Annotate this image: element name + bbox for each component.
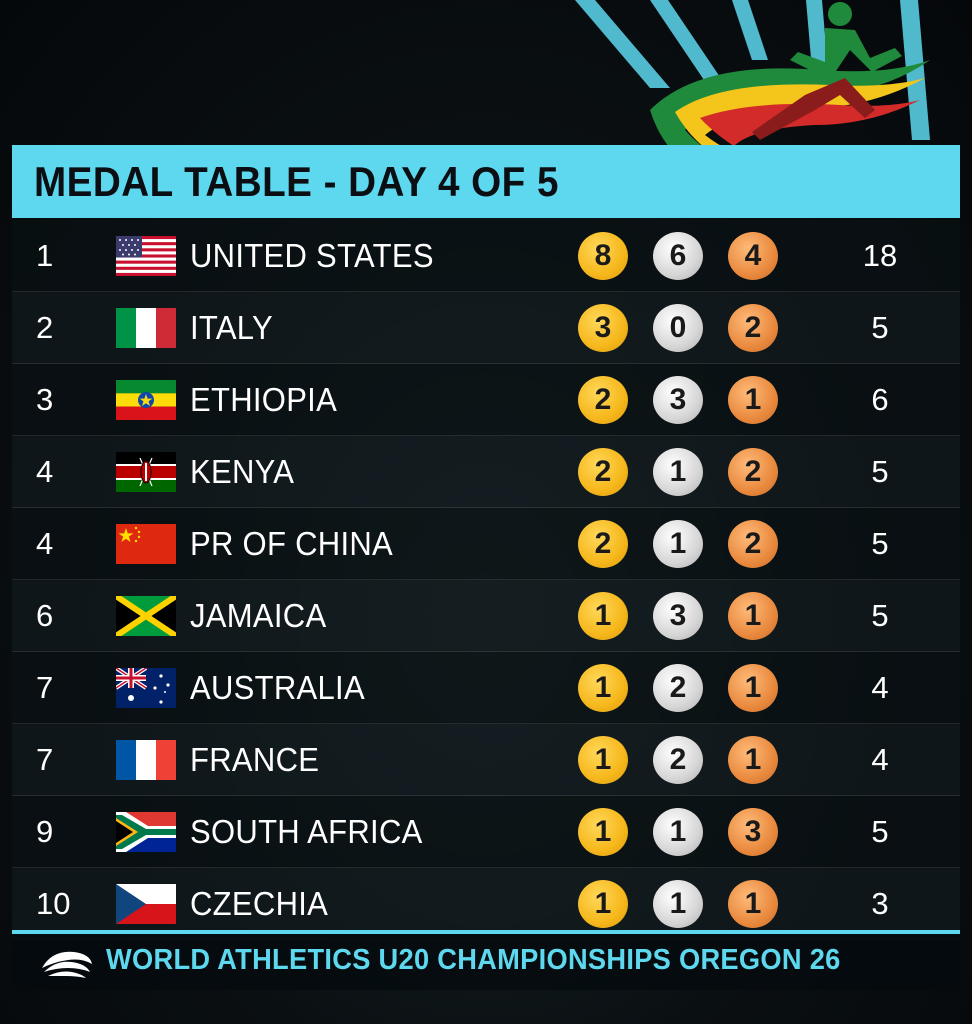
country-name: ETHIOPIA <box>190 381 338 418</box>
country-name: ITALY <box>190 309 274 346</box>
france-flag-icon <box>116 740 176 780</box>
gold-medal-count: 1 <box>578 808 628 856</box>
bronze-medal-count: 2 <box>728 520 778 568</box>
rank-cell: 3 <box>36 382 54 417</box>
gold-medal-count: 1 <box>578 880 628 928</box>
rank-cell: 6 <box>36 598 54 633</box>
table-row: 3 ETHIOPIA 2 3 1 6 <box>12 364 960 436</box>
rank-cell: 7 <box>36 670 54 705</box>
total-medal-count: 4 <box>871 742 889 777</box>
country-name: FRANCE <box>190 741 320 778</box>
silver-medal-count: 1 <box>653 448 703 496</box>
country-name: CZECHIA <box>190 885 329 922</box>
jamaica-flag-icon <box>116 596 176 636</box>
rank-cell: 7 <box>36 742 54 777</box>
country-name: PR OF CHINA <box>190 525 394 562</box>
total-medal-count: 5 <box>871 310 889 345</box>
total-medal-count: 4 <box>871 670 889 705</box>
table-row: 1 UNITED STATES 8 6 4 18 <box>12 220 960 292</box>
gold-medal-count: 2 <box>578 376 628 424</box>
total-medal-count: 18 <box>862 238 898 273</box>
australia-flag-icon <box>116 668 176 708</box>
italy-flag-icon <box>116 308 176 348</box>
gold-medal-count: 2 <box>578 448 628 496</box>
bronze-medal-count: 1 <box>728 880 778 928</box>
page-title: MEDAL TABLE - DAY 4 OF 5 <box>34 158 559 205</box>
table-row: 6 JAMAICA 1 3 1 5 <box>12 580 960 652</box>
rank-cell: 1 <box>36 238 54 273</box>
silver-medal-count: 0 <box>653 304 703 352</box>
bronze-medal-count: 2 <box>728 448 778 496</box>
bronze-medal-count: 1 <box>728 376 778 424</box>
silver-medal-count: 6 <box>653 232 703 280</box>
rank-cell: 9 <box>36 814 54 849</box>
country-name: JAMAICA <box>190 597 327 634</box>
total-medal-count: 5 <box>871 526 889 561</box>
bronze-medal-count: 2 <box>728 304 778 352</box>
table-row: 9 SOUTH AFRICA 1 1 3 5 <box>12 796 960 868</box>
silver-medal-count: 3 <box>653 592 703 640</box>
silver-medal-count: 1 <box>653 880 703 928</box>
rank-cell: 10 <box>36 886 71 921</box>
stadium-light-beams <box>575 0 930 140</box>
rank-cell: 4 <box>36 454 54 489</box>
gold-medal-count: 8 <box>578 232 628 280</box>
footer-bar <box>12 934 960 990</box>
header-bar <box>12 145 960 218</box>
gold-medal-count: 3 <box>578 304 628 352</box>
country-name: AUSTRALIA <box>190 669 365 706</box>
total-medal-count: 3 <box>871 886 889 921</box>
ethiopia-flag-icon <box>116 380 176 420</box>
footer-divider <box>12 930 960 934</box>
kenya-flag-icon <box>116 452 176 492</box>
usa-flag-icon <box>116 236 176 276</box>
table-row: 7 FRANCE 1 2 1 4 <box>12 724 960 796</box>
gold-medal-count: 1 <box>578 664 628 712</box>
gold-medal-count: 1 <box>578 736 628 784</box>
total-medal-count: 5 <box>871 598 889 633</box>
table-row: 7 AUSTRALIA 1 2 1 4 <box>12 652 960 724</box>
czechia-flag-icon <box>116 884 176 924</box>
table-row: 4 KENYA 2 1 2 5 <box>12 436 960 508</box>
silver-medal-count: 2 <box>653 736 703 784</box>
medal-table: 1 UNITED STATES 8 6 4 18 2 <box>12 220 960 940</box>
bronze-medal-count: 1 <box>728 592 778 640</box>
table-row: 2 ITALY 3 0 2 5 <box>12 292 960 364</box>
bronze-medal-count: 3 <box>728 808 778 856</box>
country-name: UNITED STATES <box>190 237 434 274</box>
table-row: 4 PR OF CHINA 2 1 2 5 <box>12 508 960 580</box>
footer-championship-title: WORLD ATHLETICS U20 CHAMPIONSHIPS OREGON… <box>106 944 841 976</box>
rank-cell: 4 <box>36 526 54 561</box>
south-africa-flag-icon <box>116 812 176 852</box>
bronze-medal-count: 4 <box>728 232 778 280</box>
bronze-medal-count: 1 <box>728 736 778 784</box>
bronze-medal-count: 1 <box>728 664 778 712</box>
total-medal-count: 5 <box>871 814 889 849</box>
total-medal-count: 6 <box>871 382 889 417</box>
total-medal-count: 5 <box>871 454 889 489</box>
world-athletics-logo-icon <box>42 951 92 978</box>
gold-medal-count: 1 <box>578 592 628 640</box>
country-name: KENYA <box>190 453 295 490</box>
rank-cell: 2 <box>36 310 54 345</box>
silver-medal-count: 1 <box>653 520 703 568</box>
gold-medal-count: 2 <box>578 520 628 568</box>
china-flag-icon <box>116 524 176 564</box>
country-name: SOUTH AFRICA <box>190 813 423 850</box>
silver-medal-count: 2 <box>653 664 703 712</box>
silver-medal-count: 3 <box>653 376 703 424</box>
silver-medal-count: 1 <box>653 808 703 856</box>
